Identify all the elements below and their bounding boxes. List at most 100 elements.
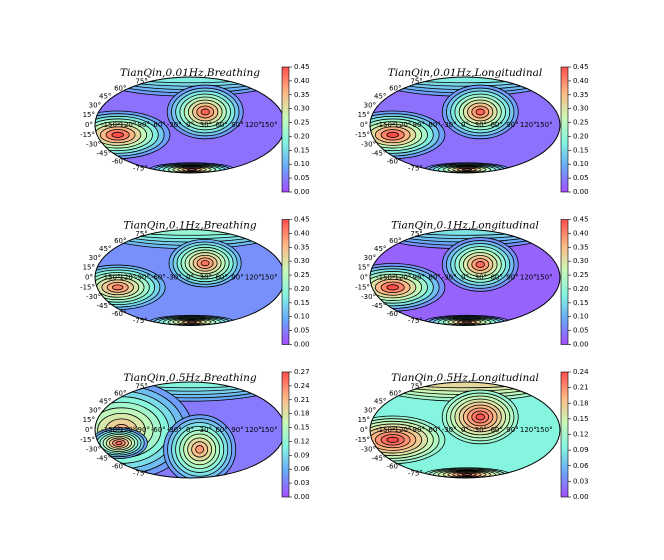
colorbar [281,219,290,345]
colorbar-tick-label: 0.40 [573,229,589,237]
lon-tick-label: 150° [261,121,278,129]
map-panel: TianQin,0.5Hz,Breathing75°60°45°30°15°0°… [80,368,310,501]
colorbar-tick-label: 0.09 [573,446,589,454]
colorbar-tick-label: 0.12 [294,437,310,445]
map-panel: TianQin,0.5Hz,Longitudinal75°60°45°30°15… [355,368,589,501]
lat-tick-label: -15° [355,436,370,444]
lon-tick-label: 150° [536,274,553,282]
colorbar-tick-label: 0.25 [294,271,310,279]
colorbar-tick-label: 0.40 [294,229,310,237]
lat-tick-label: 45° [99,245,111,253]
lat-tick-label: 30° [364,407,376,415]
colorbar-tick-label: 0.40 [294,77,310,85]
lon-tick-label: -120° [392,426,411,434]
colorbar-tick-label: 0.10 [294,313,310,321]
lon-tick-label: 30° [475,121,487,129]
colorbar-tick-label: 0.25 [294,119,310,127]
lat-tick-label: -45° [372,454,387,462]
colorbar-tick-label: 0.35 [294,91,310,99]
lat-tick-label: 45° [374,93,386,101]
lon-tick-label: 90° [506,121,518,129]
lon-tick-label: -90° [135,274,150,282]
lon-tick-label: 120° [245,426,262,434]
colorbar-tick-label: 0.20 [294,285,310,293]
colorbar-tick-label: 0.25 [573,271,589,279]
lat-tick-label: -60° [112,310,127,318]
lon-tick-label: 120° [520,121,537,129]
lon-tick-label: 90° [506,274,518,282]
lon-tick-label: -150° [101,274,120,282]
lon-tick-label: 90° [231,121,243,129]
colorbar-tick-label: 0.30 [294,105,310,113]
colorbar-tick-label: 0.24 [573,368,589,376]
panel-title: TianQin,0.1Hz,Breathing [123,220,256,232]
lat-tick-label: 15° [83,111,95,119]
lat-tick-label: 75° [410,78,422,86]
lat-tick-label: 75° [410,230,422,238]
colorbar-tick-label: 0.15 [573,146,589,154]
lon-tick-label: -30° [442,274,457,282]
lat-tick-label: 0° [360,121,368,129]
colorbar-tick-label: 0.30 [573,257,589,265]
colorbar-tick-label: 0.15 [294,424,310,432]
lat-tick-label: -45° [97,302,112,310]
lon-tick-label: -120° [392,121,411,129]
lon-tick-label: -90° [410,274,425,282]
lat-tick-label: 75° [135,383,147,391]
colorbar-tick-label: 0.15 [573,299,589,307]
lon-tick-label: -150° [101,426,120,434]
colorbar-tick-label: 0.21 [573,384,589,392]
colorbar-tick-label: 0.45 [294,216,310,224]
lon-tick-label: -60° [426,274,441,282]
lon-tick-label: -30° [167,426,182,434]
lat-tick-label: -45° [372,302,387,310]
contour-level [461,168,473,171]
colorbar-tick-label: 0.30 [573,105,589,113]
colorbar-tick-label: 0.05 [294,174,310,182]
lat-tick-label: 30° [89,102,101,110]
contour-level [475,413,485,421]
lon-tick-label: 0° [186,121,194,129]
contour-level [386,284,399,291]
lat-tick-label: -60° [112,463,127,471]
lon-tick-label: -60° [426,121,441,129]
lat-tick-label: 75° [410,383,422,391]
colorbar-tick-label: 0.25 [573,119,589,127]
lon-tick-label: 60° [490,274,502,282]
panel-title: TianQin,0.5Hz,Breathing [123,372,256,384]
lon-tick-label: 150° [261,274,278,282]
lat-tick-label: -30° [86,445,101,453]
colorbar-tick-label: 0.45 [294,63,310,71]
panel-title: TianQin,0.01Hz,Breathing [120,67,260,79]
lon-tick-label: 0° [461,426,469,434]
lon-tick-label: 60° [215,121,227,129]
colorbar-tick-label: 0.35 [573,91,589,99]
colorbar-tick-label: 0.00 [573,341,589,349]
lat-tick-label: -15° [80,131,95,139]
lon-tick-label: -150° [376,426,395,434]
lon-tick-label: -90° [135,121,150,129]
lon-tick-label: 150° [536,426,553,434]
lon-tick-label: -120° [117,121,136,129]
lon-tick-label: -60° [426,426,441,434]
lat-tick-label: 0° [360,274,368,282]
colorbar-tick-label: 0.18 [294,410,310,418]
lat-tick-label: -15° [355,131,370,139]
lon-tick-label: -30° [442,121,457,129]
lat-tick-label: -15° [80,436,95,444]
lat-tick-label: 45° [99,398,111,406]
lat-tick-label: 75° [135,78,147,86]
lon-tick-label: 0° [186,426,194,434]
colorbar-tick-label: 0.45 [573,216,589,224]
lat-tick-label: 60° [114,237,126,245]
map-panel: TianQin,0.01Hz,Longitudinal75°60°45°30°1… [355,63,589,196]
lon-tick-label: -60° [151,274,166,282]
colorbar [560,219,569,345]
lat-tick-label: -75° [408,469,423,477]
lon-tick-label: 150° [536,121,553,129]
colorbar-tick-label: 0.10 [573,313,589,321]
lat-tick-label: 60° [389,84,401,92]
lat-tick-label: 60° [389,389,401,397]
colorbar-tick-label: 0.20 [573,132,589,140]
colorbar-tick-label: 0.27 [294,368,310,376]
